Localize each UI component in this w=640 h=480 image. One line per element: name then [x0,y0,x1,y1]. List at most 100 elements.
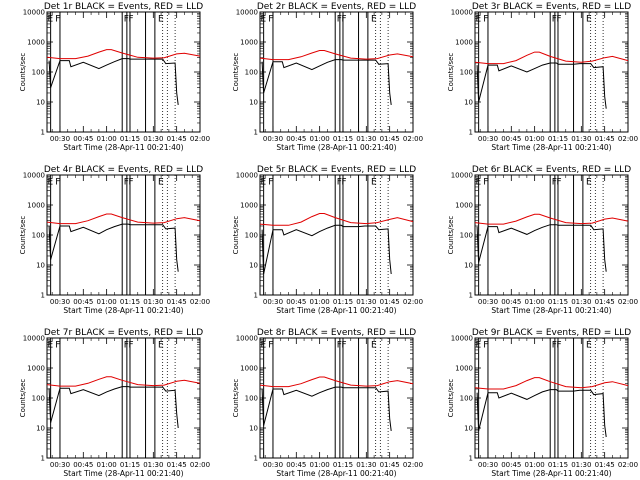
x-tick-label: 01:00 [525,298,545,306]
lld-rate-line [259,213,414,226]
x-tick-label: 01:30 [143,461,163,469]
x-axis-label: Start Time (28-Apr-11 00:21:40) [276,306,396,315]
x-tick-label: 01:45 [167,298,187,306]
interval-flag-label: E [371,177,377,187]
interval-flag-label: F [552,340,557,350]
x-axis-label: Start Time (28-Apr-11 00:21:40) [276,143,396,152]
x-tick-label: 01:00 [525,135,545,143]
panel-det-8: Det 8r BLACK = Events, RED = LLD 1 10 100 10… [232,328,423,478]
interval-flag-label: F [337,177,342,187]
y-tick-label: 1000 [455,202,473,210]
x-tick-label: 01:30 [356,461,376,469]
events-rate-line [476,224,607,272]
events-rate-line [261,224,392,275]
x-tick-label: 02:00 [403,461,423,469]
x-tick-label: 00:30 [50,298,70,306]
y-tick-label: 1 [469,129,473,137]
x-tick-label: 01:30 [143,135,163,143]
x-axis-label: Start Time (28-Apr-11 00:21:40) [491,143,611,152]
interval-flag-label: F [483,14,488,24]
x-axis-label: Start Time (28-Apr-11 00:21:40) [63,143,183,152]
y-tick-label: 10000 [451,9,473,17]
x-tick-label: 00:30 [263,135,283,143]
y-axis-label: Counts/sec [447,53,455,92]
x-axis-label: Start Time (28-Apr-11 00:21:40) [63,306,183,315]
lld-rate-line [46,376,201,387]
y-tick-label: 100 [245,69,258,77]
x-tick-label: 01:15 [548,461,568,469]
x-tick-label: 02:00 [403,135,423,143]
lld-rate-line [46,213,201,225]
x-tick-label: 01:45 [380,135,400,143]
plot-frame [474,337,629,459]
y-axis-label: Counts/sec [19,216,27,255]
plot-frame [259,174,414,296]
interval-flag-label: F [124,340,129,350]
interval-flag-label: E [48,14,54,24]
x-tick-label: 00:30 [478,135,498,143]
interval-flag-label: E [48,340,54,350]
y-tick-label: 100 [32,69,45,77]
x-tick-label: 01:30 [571,298,591,306]
x-tick-label: 00:30 [478,461,498,469]
panel-det-4: Det 4r BLACK = Events, RED = LLD 1 10 100 10… [19,165,210,315]
y-tick-label: 10 [249,425,258,433]
x-tick-label: 01:00 [97,461,117,469]
y-tick-label: 100 [460,69,473,77]
y-axis-label: Counts/sec [232,53,240,92]
y-tick-label: 10 [249,99,258,107]
y-tick-label: 1000 [27,39,45,47]
y-tick-label: 1000 [27,202,45,210]
interval-flag-label: F [483,340,488,350]
y-tick-label: 10000 [23,172,45,180]
panel-det-7: Det 7r BLACK = Events, RED = LLD 1 10 100 10… [19,328,210,478]
plot-frame [46,11,201,133]
x-tick-label: 01:15 [548,298,568,306]
interval-flag-label: E [158,340,164,350]
y-tick-label: 1000 [240,202,258,210]
y-tick-label: 10000 [451,335,473,343]
interval-flag-label: E [476,14,482,24]
x-tick-label: 00:45 [501,135,521,143]
y-axis-label: Counts/sec [232,216,240,255]
x-tick-label: 00:45 [73,461,93,469]
x-tick-label: 00:45 [286,298,306,306]
panel-title: Det 4r BLACK = Events, RED = LLD [44,165,203,175]
x-tick-label: 01:15 [333,298,353,306]
x-tick-label: 01:00 [97,135,117,143]
lld-rate-line [474,377,629,390]
events-rate-line [261,59,392,105]
y-tick-label: 10000 [236,9,258,17]
lld-rate-line [46,49,201,60]
x-tick-label: 02:00 [618,135,638,143]
interval-flag-label: E [261,177,267,187]
x-tick-label: 01:45 [380,461,400,469]
interval-flag-label: F [128,177,133,187]
y-tick-label: 10000 [23,335,45,343]
y-axis-label: Counts/sec [447,379,455,418]
x-tick-label: 00:45 [73,135,93,143]
events-rate-line [476,62,607,109]
y-tick-label: 100 [32,395,45,403]
y-tick-label: 1 [469,292,473,300]
y-tick-label: 1 [41,292,45,300]
interval-flag-label: F [341,340,346,350]
x-tick-label: 01:00 [525,461,545,469]
y-tick-label: 10 [36,425,45,433]
interval-flag-label: F [341,177,346,187]
x-tick-label: 02:00 [190,461,210,469]
interval-flag-label: F [128,340,133,350]
interval-flag-label: F [124,177,129,187]
x-tick-label: 01:45 [380,298,400,306]
interval-flag-label: E [586,340,592,350]
panel-title: Det 1r BLACK = Events, RED = LLD [44,2,203,12]
interval-flag-label: E [586,14,592,24]
plot-frame [474,11,629,133]
x-tick-label: 00:45 [286,135,306,143]
y-tick-label: 10000 [451,172,473,180]
x-tick-label: 00:30 [50,135,70,143]
plot-frame [46,337,201,459]
x-tick-label: 01:30 [356,298,376,306]
y-tick-label: 100 [460,395,473,403]
y-tick-label: 100 [32,232,45,240]
